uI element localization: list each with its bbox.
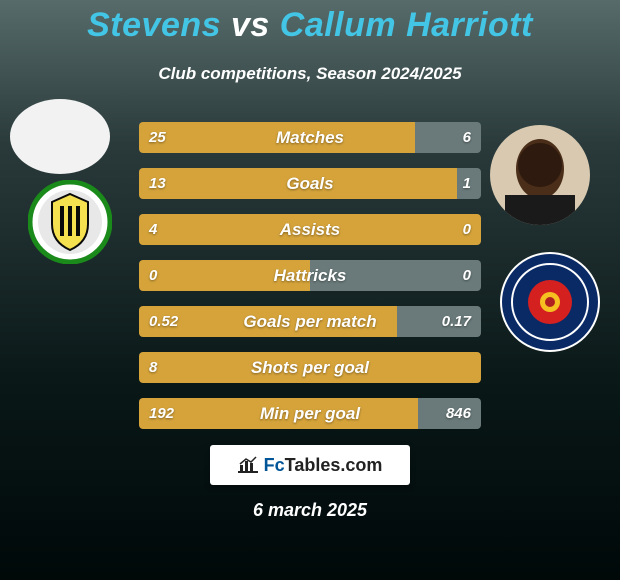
player2-club-crest — [500, 252, 600, 352]
stat-label: Goals per match — [139, 306, 481, 337]
stat-bars: 25 6 Matches 13 1 Goals 4 0 Assists 0 0 … — [139, 122, 481, 444]
stat-label: Goals — [139, 168, 481, 199]
stat-bar: 25 6 Matches — [139, 122, 481, 153]
stat-label: Min per goal — [139, 398, 481, 429]
stat-label: Hattricks — [139, 260, 481, 291]
player1-avatar — [10, 99, 110, 174]
stat-label: Assists — [139, 214, 481, 245]
brand-logo: FcTables.com — [210, 445, 410, 485]
player1-name: Stevens — [87, 6, 221, 44]
brand-text: FcTables.com — [264, 455, 383, 476]
subtitle: Club competitions, Season 2024/2025 — [0, 64, 620, 84]
player2-avatar — [490, 125, 590, 225]
player1-club-crest — [28, 180, 112, 264]
stat-bar: 0.52 0.17 Goals per match — [139, 306, 481, 337]
stat-label: Matches — [139, 122, 481, 153]
player2-name: Callum Harriott — [280, 6, 533, 44]
date-label: 6 march 2025 — [0, 500, 620, 521]
stat-bar: 13 1 Goals — [139, 168, 481, 199]
chart-icon — [238, 456, 258, 474]
stat-bar: 4 0 Assists — [139, 214, 481, 245]
stat-bar: 8 Shots per goal — [139, 352, 481, 383]
stat-bar: 192 846 Min per goal — [139, 398, 481, 429]
vs-label: vs — [231, 6, 270, 44]
stat-bar: 0 0 Hattricks — [139, 260, 481, 291]
stat-label: Shots per goal — [139, 352, 481, 383]
page-title: Stevens vs Callum Harriott — [0, 6, 620, 45]
comparison-card: Stevens vs Callum Harriott Club competit… — [0, 0, 620, 580]
